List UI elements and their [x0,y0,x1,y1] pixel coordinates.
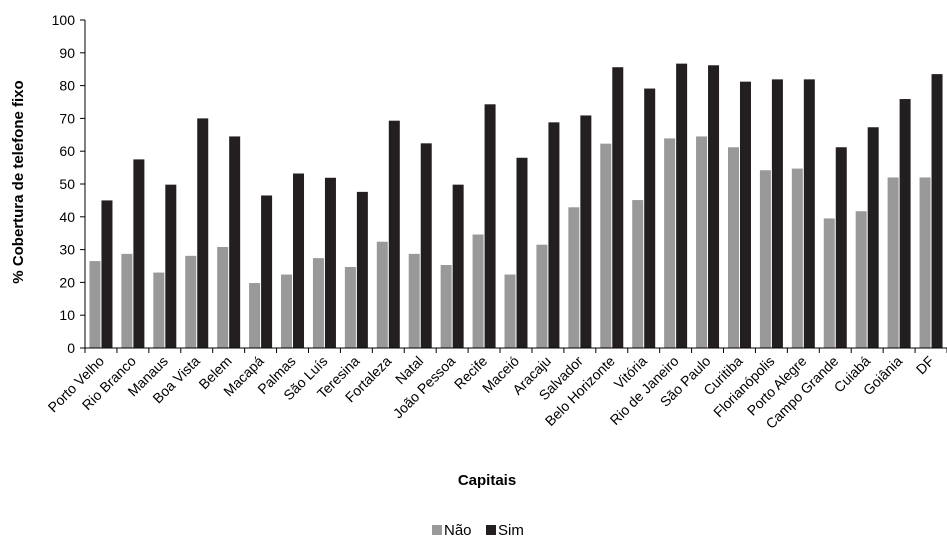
bar-sim [197,118,209,349]
bar-sim [165,184,177,348]
y-axis: 0 10 20 30 40 50 60 70 80 90 100 [52,12,86,356]
y-tick-label: 50 [59,176,75,192]
bar-nao [759,170,771,348]
y-tick-label: 90 [59,45,75,61]
bar-nao [121,253,133,348]
bar-nao [536,244,548,348]
bar-nao [696,136,708,348]
bar-nao [472,234,484,348]
bar-sim [548,122,560,348]
bar-sim [516,157,528,348]
bar-sim [899,99,911,348]
bar-nao [887,177,899,348]
bar-nao [376,241,388,348]
bar-sim [324,177,336,348]
bar-nao [217,246,229,348]
bar-sim [101,200,113,348]
legend-swatch [486,525,496,535]
bar-nao [823,218,835,348]
y-tick-label: 40 [59,209,75,225]
bar-sim [644,88,656,348]
y-tick-label: 100 [52,12,76,28]
legend-label: Não [444,522,472,539]
bar-nao [312,258,324,348]
bar-nao [855,211,867,348]
bar-nao [727,147,739,348]
legend: Não Sim [432,522,524,539]
x-axis-title: Capitais [458,472,516,489]
bar-sim [229,136,241,348]
bar-sim [452,184,464,348]
bar-sim [835,147,847,348]
bar-sim [612,67,624,349]
y-axis-title: % Cobertura de telefone fixo [10,80,27,283]
bar-sim [293,173,305,348]
bar-nao [664,138,676,348]
y-tick-label: 30 [59,242,75,258]
bar-nao [568,207,580,348]
bar-sim [580,115,592,348]
bar-sim [739,81,751,348]
bar-nao [89,261,101,348]
bar-sim [771,79,783,349]
y-tick-label: 0 [67,340,75,356]
y-tick-label: 70 [59,110,75,126]
bar-sim [484,104,496,349]
y-tick-label: 10 [59,307,75,323]
bar-sim [388,120,400,348]
bar-nao [440,265,452,348]
legend-swatch [432,525,442,535]
y-tick-label: 80 [59,78,75,94]
bar-nao [344,266,356,348]
bar-nao [919,177,931,348]
x-tick-label: DF [913,353,938,378]
bar-nao [791,168,803,348]
y-tick-label: 20 [59,274,75,290]
bar-sim [867,127,879,348]
bar-sim [356,191,368,348]
y-tick-label: 60 [59,143,75,159]
legend-label: Sim [498,522,524,539]
bar-sim [931,74,943,349]
bar-nao [249,283,261,348]
bar-sim [261,195,273,348]
bar-nao [504,274,516,348]
bar-sim [708,65,720,348]
bar-nao [185,255,197,348]
bar-nao [632,200,644,348]
bar-sim [803,79,815,349]
bar-sim [420,143,432,348]
bar-nao [281,274,293,348]
bar-nao [153,272,165,348]
bars [89,63,943,349]
bar-nao [600,143,612,348]
bar-sim [133,159,145,348]
bar-sim [676,63,688,349]
bar-nao [408,253,420,348]
